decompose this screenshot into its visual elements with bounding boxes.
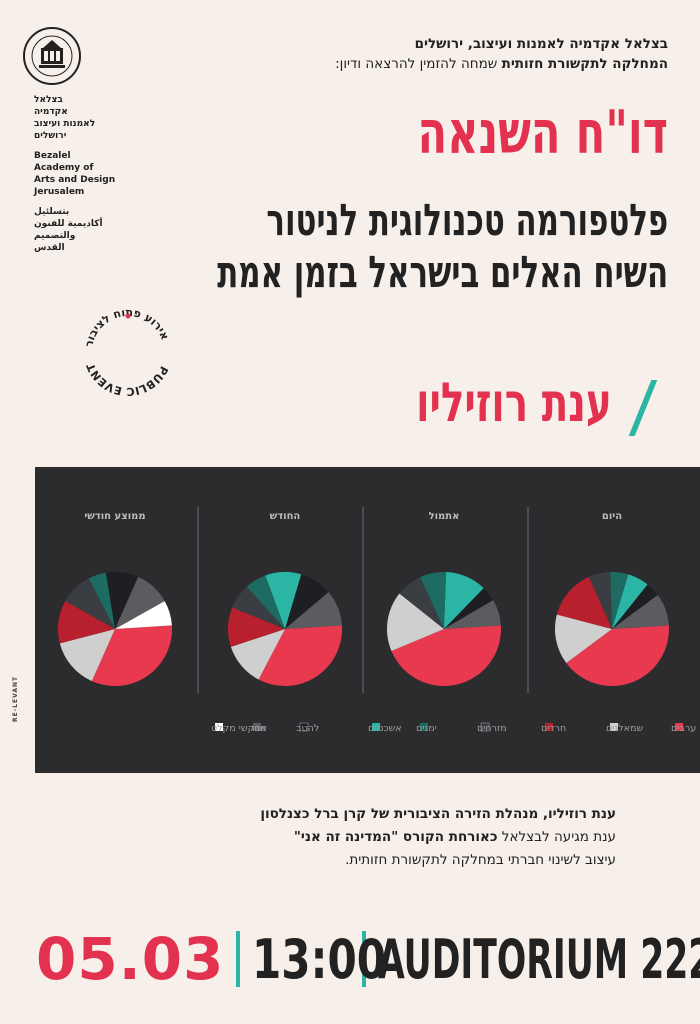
separator [236, 931, 241, 987]
pie-title: היום [602, 511, 622, 522]
chart-panel: ממוצע חודשי החודש אתמול היום ערבים שמאלנים חרד… [35, 467, 700, 773]
event-venue: AUDITORIUM 222 [378, 927, 700, 991]
legend-swatch [675, 723, 683, 731]
public-event-badge: אירוע פתוח לציבור PUBLIC EVENT [82, 306, 171, 398]
header-line-2: המחלקה לתקשורת חזותית שמחה להזמין להרצאה… [335, 56, 668, 72]
legend-label: להטב [296, 723, 319, 734]
pie-slice [285, 592, 342, 629]
institution-arabic: بتسلئيل أكاديمية للفنون والتصميم القدس [34, 207, 103, 253]
institution-english: Bezalel Academy of Arts and Design Jerus… [34, 151, 116, 197]
svg-text:אירוע פתוח לציבור: אירוע פתוח לציבור [82, 306, 171, 348]
legend-swatch [480, 722, 490, 732]
legend-label: חרדים [541, 723, 566, 734]
svg-text:PUBLIC EVENT: PUBLIC EVENT [84, 361, 171, 398]
pie-slice [230, 629, 285, 680]
speaker-name: ענת רוזיליו [416, 371, 612, 434]
pie-slice [115, 576, 165, 629]
pie-title: ממוצע חודשי [84, 511, 145, 522]
badge-text-en: PUBLIC EVENT [84, 361, 171, 398]
speaker-bio: ענת רוזיליו, מנהלת הזירה הציבורית של קרן… [136, 803, 616, 872]
legend-swatch [545, 723, 553, 731]
pie-slice [227, 607, 285, 647]
header-intro: בצלאל אקדמיה לאמנות ועיצוב, ירושלים המחל… [228, 34, 668, 74]
legend-swatch [299, 722, 309, 732]
legend-label: ימנים [416, 723, 437, 734]
event-time: 13:00 [252, 927, 387, 991]
pie-slice [444, 588, 494, 629]
pie-slice [88, 572, 115, 629]
pie-slice [391, 625, 501, 686]
pie-slice [91, 625, 172, 686]
badge-dot [125, 313, 131, 319]
legend-label: שמאלנים [606, 723, 643, 734]
institution-hebrew: בצלאל אקדמיה לאמנות ועיצוב ירושלים [34, 95, 96, 141]
pie-slice [387, 593, 444, 652]
pie-slice [610, 572, 629, 629]
legend-swatch [372, 723, 380, 731]
speaker-slash [628, 380, 658, 436]
event-date: 05.03 [36, 925, 225, 993]
legend-swatch [610, 723, 618, 731]
pie-slice [420, 572, 447, 629]
bio-line-1: ענת רוזיליו, מנהלת הזירה הציבורית של קרן… [260, 806, 616, 822]
pie-slice [554, 614, 612, 664]
pie-slice [265, 572, 302, 629]
pie-slice [115, 601, 172, 629]
pie-slice [444, 600, 501, 629]
legend-label: אשכנזים [368, 723, 402, 734]
legend-label: מבקשי מקלט [211, 723, 266, 734]
subtitle: פלטפורמה טכנולוגית לניטור השיח האלים ביש… [217, 195, 668, 298]
pie-slice [65, 578, 115, 629]
separator [362, 931, 367, 987]
pie-slice [399, 577, 444, 629]
bio-line-3: עיצוב לשינוי חברתי במחלקה לתקשורת חזותית… [345, 852, 616, 868]
event-details: 05.03 13:00 AUDITORIUM 222 [36, 925, 700, 993]
pie-slice [105, 572, 139, 629]
pie-charts: ממוצע חודשי החודש אתמול היום ערבים שמאלנים חרד… [58, 507, 696, 734]
pie-slice [285, 574, 329, 629]
badge-text-he: אירוע פתוח לציבור [82, 306, 171, 348]
pie-slice [566, 625, 669, 686]
bio-line-2: ענת מגיעה לבצלאל כאורחת הקורס "המדינה זה… [293, 829, 616, 845]
page-title: דו"ח השנאה [417, 98, 668, 168]
header-line-1: בצלאל אקדמיה לאמנות ועיצוב, ירושלים [414, 36, 668, 52]
legend-label: מזרחים [477, 723, 507, 734]
pie-title: החודש [270, 511, 301, 522]
bezalel-logo-icon [23, 27, 81, 85]
legend-swatch [253, 723, 261, 731]
pie-slice [59, 629, 115, 682]
pie-title: אתמול [429, 511, 460, 522]
credit-label: RE-LEVANT [12, 675, 19, 722]
pie-slice [612, 574, 648, 629]
legend-label: אחר [249, 723, 267, 734]
pie-slice [556, 576, 612, 629]
pie-slice [612, 584, 658, 629]
legend-label: ערבים [671, 723, 696, 734]
pie-slice [588, 572, 612, 629]
pie-slice [444, 572, 484, 629]
institution-names: בצלאל אקדמיה לאמנות ועיצוב ירושלים Bezal… [34, 94, 124, 254]
pie-slice [258, 625, 342, 686]
legend-swatch [215, 723, 223, 731]
pie-slice [246, 575, 285, 629]
legend-swatch [420, 723, 428, 731]
pie-slice [232, 586, 285, 629]
pie-slice [612, 594, 669, 629]
pie-slice [58, 600, 115, 644]
